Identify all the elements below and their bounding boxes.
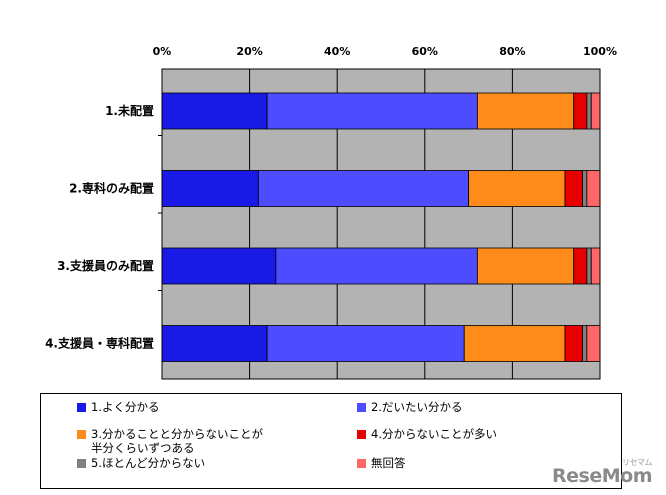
legend-item-2: 2.だいたい分かる: [357, 400, 462, 414]
legend-swatch: [357, 403, 366, 412]
bar-segment: [564, 170, 583, 207]
bar-segment: [468, 170, 566, 207]
category-label: 2.専科のみ配置: [69, 181, 154, 196]
bar-segment: [586, 92, 592, 130]
bar-segment: [586, 170, 601, 207]
bar-segment: [476, 92, 575, 130]
watermark-sub: リセマム: [622, 458, 653, 467]
bar-segment: [266, 325, 465, 362]
tick-label: 20%: [236, 45, 262, 58]
bar-segment: [463, 325, 566, 362]
bar-segment: [161, 247, 277, 285]
legend-label: 3.分かることと分からないことが 半分くらいずつある: [91, 427, 263, 455]
bar-segment: [161, 92, 268, 130]
bar-segment: [582, 325, 588, 362]
legend-swatch: [77, 430, 86, 439]
watermark-logo: リセマム ReseMom: [552, 458, 652, 487]
legend-swatch: [357, 430, 366, 439]
tick-label: 80%: [499, 45, 525, 58]
bar-segment: [573, 247, 588, 285]
legend-swatch: [77, 403, 86, 412]
bar-segment: [476, 247, 575, 285]
category-label: 1.未配置: [105, 103, 154, 118]
legend-label: 無回答: [371, 456, 406, 470]
watermark-text: ReseMom: [552, 465, 652, 487]
bar-segment: [573, 92, 588, 130]
tick-label: 100%: [583, 45, 617, 58]
tick-label: 40%: [324, 45, 350, 58]
category-label: 4.支援員・専科配置: [45, 336, 154, 351]
bar-segment: [590, 92, 601, 130]
legend-item-4: 4.分からないことが多い: [357, 427, 497, 441]
legend-label-line2: 半分くらいずつある: [91, 441, 195, 455]
legend-swatch: [357, 459, 366, 468]
bar-segment: [275, 247, 478, 285]
legend-label-line1: 3.分かることと分からないことが: [91, 427, 263, 441]
legend-label: 2.だいたい分かる: [371, 400, 463, 414]
bar-segment: [266, 92, 478, 130]
bar-segment: [586, 325, 601, 362]
tick-label: 60%: [412, 45, 438, 58]
legend-item-3: 3.分かることと分からないことが 半分くらいずつある: [77, 427, 263, 455]
bar-segment: [582, 170, 588, 207]
legend-item-5: 5.ほとんど分からない: [77, 456, 205, 470]
legend-label: 1.よく分かる: [91, 400, 160, 414]
bar-segment: [161, 325, 268, 362]
legend-swatch: [77, 459, 86, 468]
legend-label: 4.分からないことが多い: [371, 427, 497, 441]
legend: 1.よく分かる 2.だいたい分かる 3.分かることと分からないことが 半分くらい…: [40, 393, 622, 489]
legend-item-6: 無回答: [357, 456, 406, 470]
legend-item-1: 1.よく分かる: [77, 400, 159, 414]
tick-label: 0%: [153, 45, 172, 58]
bar-segment: [161, 170, 259, 207]
category-label: 3.支援員のみ配置: [57, 258, 154, 273]
bar-segment: [590, 247, 601, 285]
legend-label: 5.ほとんど分からない: [91, 456, 206, 470]
bar-segment: [257, 170, 469, 207]
stacked-bar-chart: 1.未配置 2.専科のみ配置 3.支援員のみ配置 4.支援員・専科配置 0% 20% 40%…: [45, 45, 617, 380]
plot-border: [161, 68, 601, 380]
bar-segment: [586, 247, 592, 285]
bar-segment: [564, 325, 583, 362]
